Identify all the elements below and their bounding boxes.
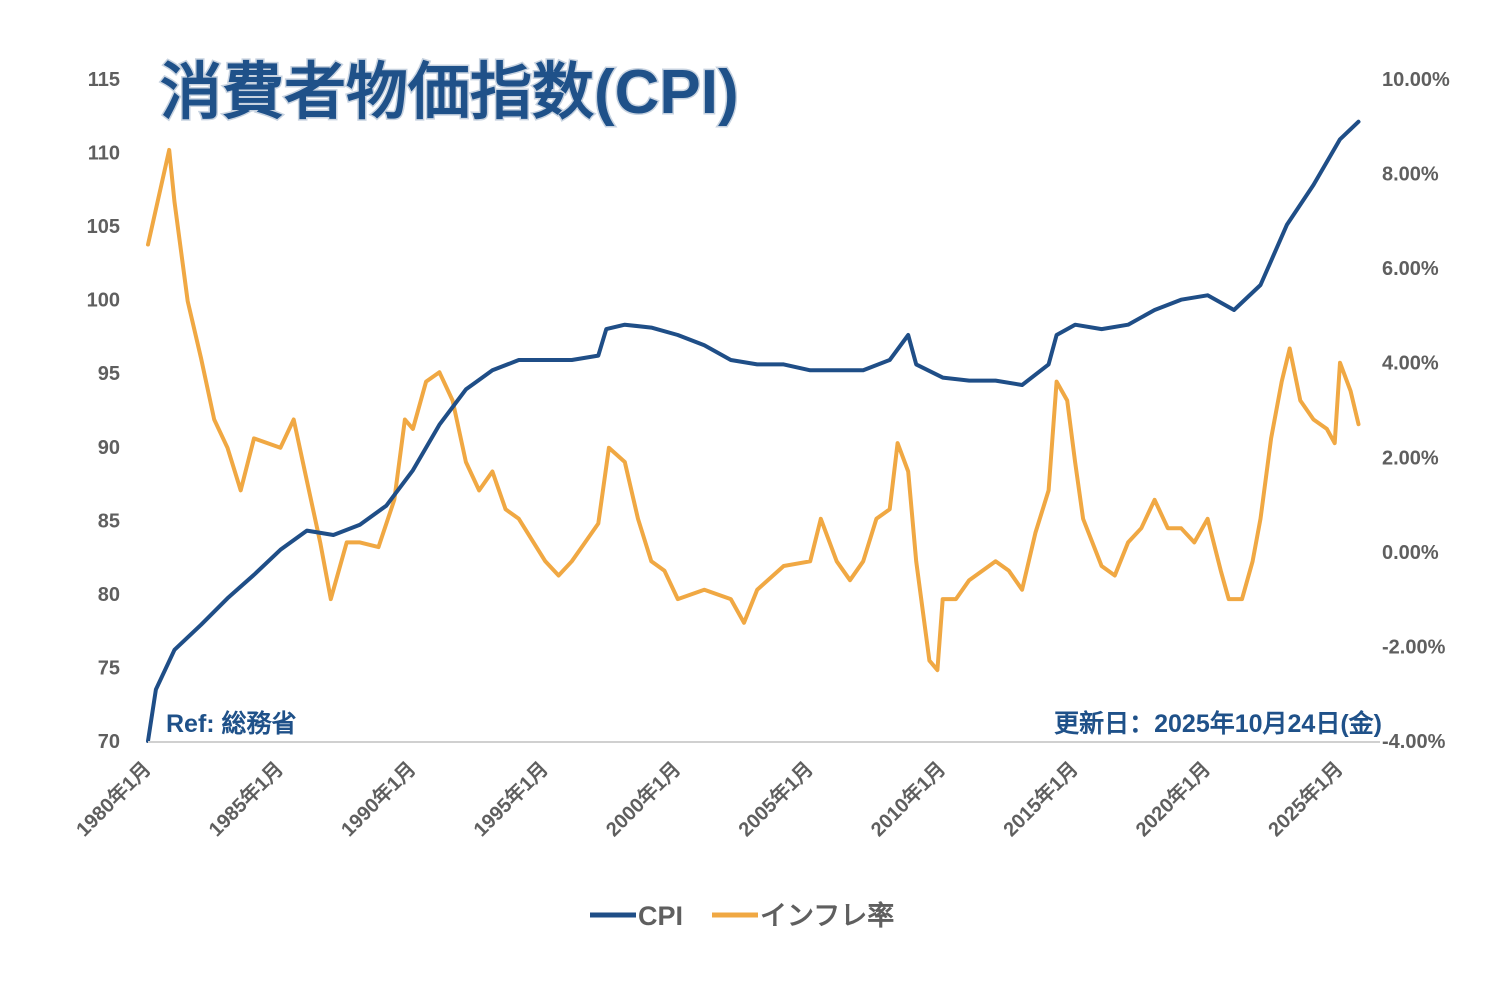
left-tick-label: 80 (98, 584, 120, 606)
legend: CPI インフレ率 (590, 900, 894, 931)
right-tick-label: -4.00% (1382, 731, 1446, 753)
x-tick-label: 1995年1月 (468, 757, 553, 842)
legend-label-cpi: CPI (638, 901, 683, 931)
left-tick-label: 70 (98, 731, 120, 753)
right-tick-label: 2.00% (1382, 447, 1439, 469)
x-tick-label: 2010年1月 (866, 757, 951, 842)
right-axis-ticks: -4.00% -2.00% 0.00% 2.00% 4.00% 6.00% 8.00% 10.… (1382, 69, 1450, 753)
left-tick-label: 110 (88, 143, 120, 165)
right-tick-label: 8.00% (1382, 164, 1439, 186)
left-tick-label: 75 (98, 657, 120, 679)
x-tick-label: 2000年1月 (601, 757, 686, 842)
updated-date: 更新日：2025年10月24日(金) (1054, 709, 1382, 738)
right-tick-label: 0.00% (1382, 542, 1439, 564)
x-tick-label: 2015年1月 (998, 757, 1083, 842)
left-tick-label: 105 (87, 216, 120, 238)
left-axis-ticks: 70 75 80 85 90 95 100 105 110 115 (87, 69, 120, 753)
x-tick-label: 1985年1月 (203, 757, 288, 842)
left-tick-label: 115 (88, 69, 120, 91)
left-tick-label: 90 (98, 437, 120, 459)
inflation-line (146, 147, 1361, 673)
x-tick-label: 2020年1月 (1131, 757, 1216, 842)
x-tick-label: 2005年1月 (733, 757, 818, 842)
right-tick-label: -2.00% (1382, 636, 1446, 658)
cpi-line (146, 119, 1361, 743)
left-tick-label: 85 (98, 510, 120, 532)
legend-label-inflation: インフレ率 (760, 900, 894, 931)
x-tick-label: 2025年1月 (1263, 757, 1348, 842)
x-tick-label: 1990年1月 (336, 757, 421, 842)
left-tick-label: 95 (98, 363, 120, 385)
left-tick-label: 100 (87, 290, 120, 312)
source-note: Ref: 総務省 (166, 709, 297, 738)
plot-lines (146, 119, 1361, 743)
chart-title: 消費者物価指数(CPI) (160, 58, 739, 127)
right-tick-label: 10.00% (1382, 69, 1450, 91)
x-axis-ticks: 1980年1月 1985年1月 1990年1月 1995年1月 2000年1月 2005年… (71, 757, 1348, 842)
right-tick-label: 6.00% (1382, 258, 1439, 280)
right-tick-label: 4.00% (1382, 353, 1439, 375)
x-tick-label: 1980年1月 (71, 757, 156, 842)
